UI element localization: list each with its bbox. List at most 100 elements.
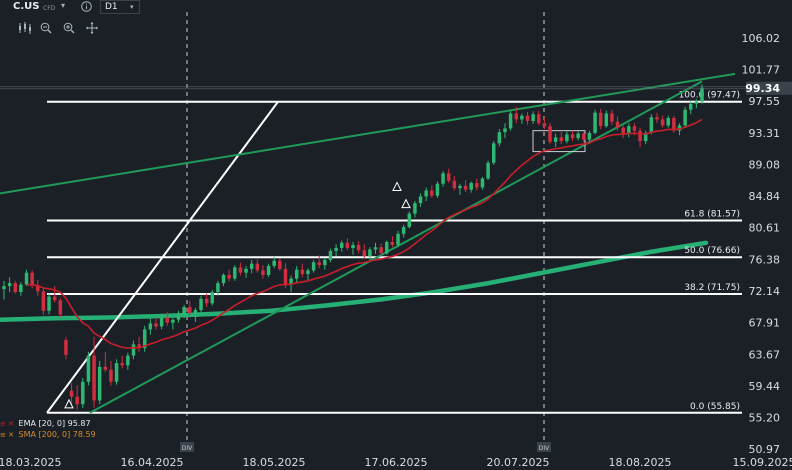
- x-tick-label: 20.07.2025: [487, 456, 550, 469]
- x-tick-label: 16.04.2025: [121, 456, 184, 469]
- candle-bull: [627, 126, 631, 134]
- candle-bear: [300, 269, 305, 275]
- candle-bear: [362, 250, 367, 257]
- y-tick-label: 63.67: [749, 348, 781, 361]
- y-tick-label: 101.77: [742, 64, 781, 77]
- candle-bull: [171, 319, 175, 323]
- candle-bear: [570, 134, 575, 139]
- candle-bear: [660, 119, 665, 126]
- candle-bear: [154, 323, 158, 327]
- info-icon[interactable]: [81, 1, 92, 14]
- dividend-label: DIV: [539, 445, 550, 452]
- fib-level-label: 61.8 (81.57): [684, 210, 740, 220]
- candle-bull: [576, 133, 580, 139]
- candle-bear: [638, 130, 642, 142]
- y-tick-label: 67.91: [749, 317, 781, 330]
- ema-line: [26, 118, 703, 349]
- y-tick-label: 59.44: [749, 380, 781, 393]
- candle-bull: [81, 381, 85, 405]
- candle-bear: [36, 285, 40, 292]
- candle-bear: [75, 396, 79, 405]
- symbol-badge: CFD: [43, 5, 56, 12]
- candle-bull: [497, 132, 502, 144]
- zoom-out-icon[interactable]: [40, 22, 52, 36]
- dropdown-icon[interactable]: ▾: [61, 1, 66, 10]
- candle-bull: [587, 132, 592, 140]
- candle-bull: [677, 125, 682, 131]
- y-tick-label: 93.31: [749, 127, 781, 140]
- x-tick-label: 18.05.2025: [243, 456, 306, 469]
- candle-bear: [165, 317, 169, 323]
- candle-bull: [553, 137, 558, 142]
- arrow-up-icon: [392, 181, 402, 191]
- y-tick-label: 84.84: [749, 190, 781, 203]
- candle-bull: [47, 296, 51, 311]
- chart-toolbar: C.US CFD ▾ D1 ▾: [0, 0, 792, 42]
- candle-bull: [469, 182, 473, 190]
- candle-bear: [446, 173, 451, 181]
- candle-bear: [13, 283, 18, 293]
- chart-type-icon[interactable]: [18, 22, 32, 36]
- chevron-down-icon: ▾: [130, 3, 134, 11]
- current-price-box: [746, 81, 792, 95]
- candle-bear: [356, 244, 361, 251]
- candle-bull: [306, 270, 310, 275]
- zoom-in-icon[interactable]: [63, 22, 75, 36]
- candle-bull: [289, 278, 293, 285]
- candle-bull: [199, 298, 203, 311]
- candle-bull: [24, 272, 29, 285]
- symbol-selector[interactable]: C.US CFD ▾: [6, 0, 76, 14]
- y-tick-label: 76.38: [749, 253, 781, 266]
- candle-bear: [475, 182, 479, 188]
- x-tick-label: 15.09.2025: [733, 456, 792, 469]
- candle-bull: [159, 317, 164, 327]
- candle-bull: [131, 344, 136, 356]
- candle-bull: [491, 143, 496, 163]
- candle-bear: [559, 137, 564, 142]
- candle-bull: [294, 269, 299, 279]
- candle-bear: [120, 363, 124, 366]
- candle-bull: [176, 314, 181, 320]
- x-tick-label: 17.06.2025: [365, 456, 428, 469]
- candle-bear: [610, 113, 614, 122]
- timeframe-selector[interactable]: D1 ▾: [100, 0, 140, 14]
- candle-bull: [142, 329, 147, 349]
- candle-bull: [193, 310, 198, 313]
- candle-bear: [542, 123, 547, 127]
- candle-bear: [109, 369, 113, 382]
- candle-bull: [97, 366, 102, 401]
- candle-bear: [188, 307, 192, 313]
- y-tick-label: 72.14: [749, 285, 781, 298]
- candle-bear: [615, 121, 620, 128]
- candle-bull: [604, 113, 609, 127]
- candle-bull: [649, 117, 654, 133]
- candle-bear: [227, 274, 231, 279]
- crosshair-icon[interactable]: [86, 22, 98, 36]
- candle-bull: [401, 227, 406, 234]
- candle-bull: [328, 250, 333, 260]
- candle-bear: [525, 115, 530, 121]
- candle-bull: [486, 162, 490, 179]
- candle-bull: [114, 363, 119, 382]
- ema-legend: ≡ ✕ EMA [20, 0] 95.87: [0, 419, 91, 428]
- candle-bull: [373, 247, 378, 250]
- candle-bear: [655, 117, 659, 120]
- candle-bear: [345, 242, 350, 248]
- candle-bear: [598, 112, 603, 127]
- candle-bear: [92, 355, 96, 401]
- y-tick-label: 55.20: [749, 412, 781, 425]
- y-tick-label: 106.02: [742, 32, 781, 45]
- candle-bull: [396, 233, 400, 245]
- candle-bear: [58, 300, 63, 315]
- candle-bear: [204, 298, 209, 304]
- dividend-badge: [537, 442, 551, 452]
- dividend-label: DIV: [182, 445, 193, 452]
- candle-bull: [221, 274, 226, 284]
- candle-bull: [311, 262, 316, 271]
- ema-legend-text: EMA [20, 0] 95.87: [18, 419, 91, 428]
- sma-legend-icon: ≡ ✕: [0, 431, 14, 439]
- candle-bull: [7, 283, 12, 287]
- candle-bear: [582, 133, 586, 140]
- candle-bull: [688, 103, 693, 110]
